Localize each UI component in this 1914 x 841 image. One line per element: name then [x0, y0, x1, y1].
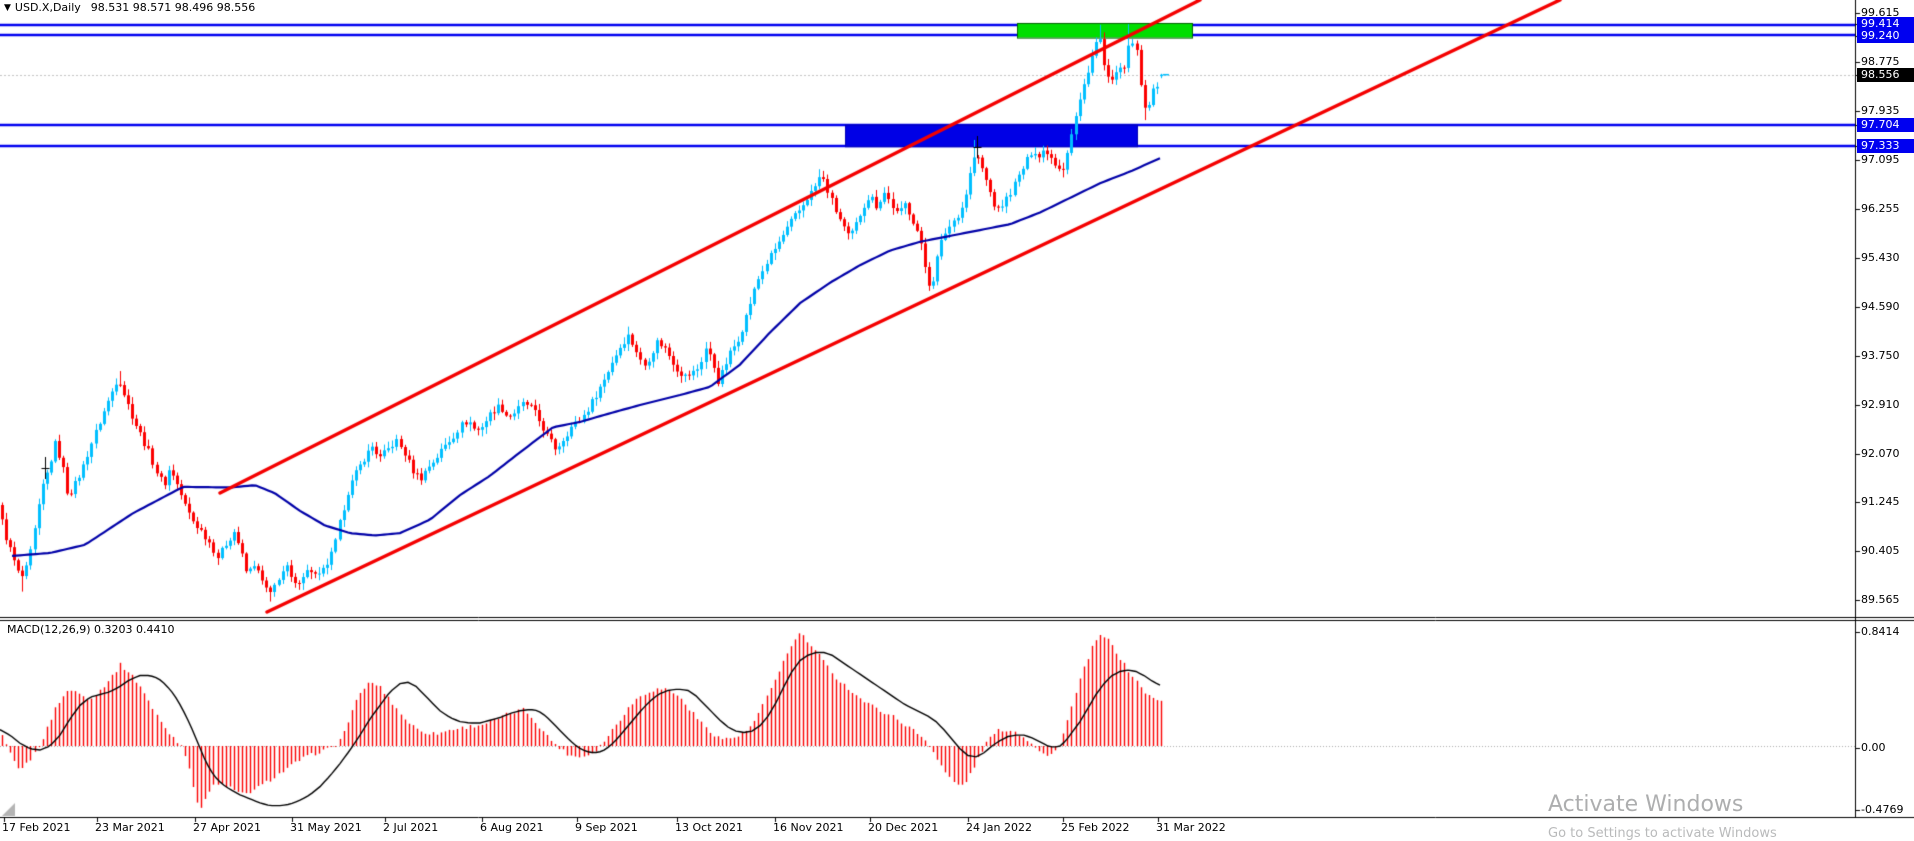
macd-axis-label: 0.8414	[1861, 625, 1900, 638]
symbol-marker-icon: ▼	[4, 3, 11, 13]
price-axis-label: 97.704	[1857, 118, 1914, 132]
activate-windows-watermark: Activate Windows	[1548, 792, 1744, 817]
date-axis-label: 16 Nov 2021	[773, 821, 844, 834]
date-axis-label: 31 May 2021	[290, 821, 362, 834]
date-axis-label: 20 Dec 2021	[868, 821, 939, 834]
date-axis-label: 6 Aug 2021	[480, 821, 544, 834]
price-axis-label: 98.775	[1861, 55, 1900, 68]
date-axis-label: 24 Jan 2022	[966, 821, 1032, 834]
price-axis-label: 90.405	[1861, 544, 1900, 557]
symbol-timeframe-label: USD.X,Daily	[14, 1, 81, 14]
date-axis-label: 23 Mar 2021	[95, 821, 165, 834]
date-axis-label: 9 Sep 2021	[575, 821, 638, 834]
price-axis-label: 91.245	[1861, 495, 1900, 508]
price-axis-label: 94.590	[1861, 300, 1900, 313]
date-axis-label: 17 Feb 2021	[2, 821, 71, 834]
price-axis-label: 99.240	[1857, 29, 1914, 43]
macd-indicator-label: MACD(12,26,9) 0.3203 0.4410	[7, 623, 175, 636]
macd-axis-label: -0.4769	[1861, 803, 1904, 816]
price-axis-label: 99.615	[1861, 6, 1900, 19]
date-axis-label: 31 Mar 2022	[1156, 821, 1226, 834]
price-axis-label: 98.556	[1857, 68, 1914, 82]
activate-windows-watermark-sub: Go to Settings to activate Windows	[1548, 826, 1777, 841]
price-axis-label: 92.910	[1861, 398, 1900, 411]
macd-axis-label: 0.00	[1861, 741, 1886, 754]
price-axis-label: 97.333	[1857, 139, 1914, 153]
date-axis-label: 27 Apr 2021	[193, 821, 262, 834]
price-axis-label: 97.935	[1861, 104, 1900, 117]
price-axis-label: 93.750	[1861, 349, 1900, 362]
price-axis-label: 96.255	[1861, 202, 1900, 215]
date-axis-label: 25 Feb 2022	[1061, 821, 1130, 834]
ohlc-values: 98.531 98.571 98.496 98.556	[90, 1, 256, 14]
date-axis-label: 13 Oct 2021	[675, 821, 744, 834]
price-axis-label: 95.430	[1861, 251, 1900, 264]
price-axis-label: 97.095	[1861, 153, 1900, 166]
price-axis-label: 89.565	[1861, 593, 1900, 606]
price-axis-label: 92.070	[1861, 447, 1900, 460]
date-axis-label: 2 Jul 2021	[383, 821, 439, 834]
price-axis-label: 99.414	[1857, 17, 1914, 31]
chart-title: ▼ USD.X,Daily 98.531 98.571 98.496 98.556	[4, 1, 255, 14]
